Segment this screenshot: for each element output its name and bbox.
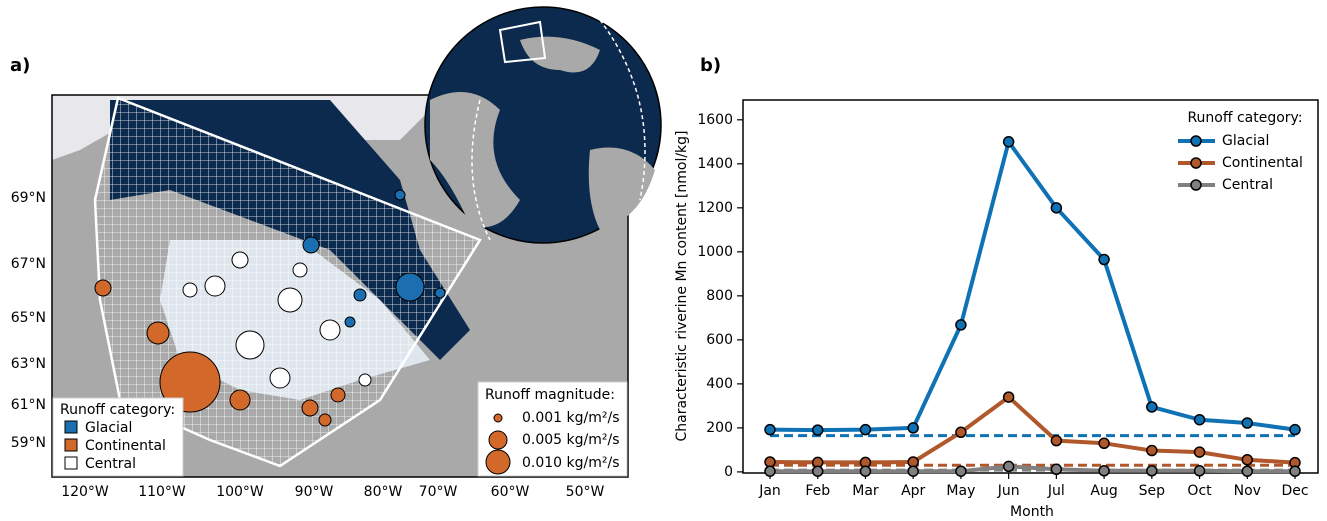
- point: [1195, 447, 1205, 457]
- x-tick-label: Mar: [852, 483, 879, 499]
- panel-label: b): [700, 55, 721, 76]
- category-legend: Runoff category: Glacial Continental Cen…: [53, 398, 183, 476]
- point: [1242, 455, 1252, 465]
- y-tick-label: 400: [706, 376, 733, 392]
- legend-label: Glacial: [1222, 133, 1269, 149]
- point: [1099, 438, 1109, 448]
- x-axis-label: Month: [1010, 504, 1054, 520]
- x-tick-label: Jul: [1047, 483, 1065, 499]
- globe: [425, 7, 661, 243]
- x-tick-label: May: [946, 483, 975, 499]
- y-tick-label: 1000: [697, 244, 733, 260]
- lat-label: 59°N: [11, 435, 46, 451]
- panel-label: a): [10, 55, 30, 76]
- point: [1195, 466, 1205, 476]
- lat-label: 69°N: [11, 190, 46, 206]
- y-tick-label: 600: [706, 332, 733, 348]
- point: [1051, 436, 1061, 446]
- y-tick-label: 1600: [697, 112, 733, 128]
- point: [1004, 461, 1014, 471]
- lon-label: 80°W: [364, 484, 403, 500]
- y-axis-label: Characteristic riverine Mn content [nmol…: [674, 130, 690, 441]
- series-line: [770, 142, 1295, 430]
- x-tick-label: Feb: [805, 483, 830, 499]
- legend-marker: [1191, 136, 1201, 146]
- lon-label: 100°W: [216, 484, 264, 500]
- point: [956, 427, 966, 437]
- x-tick-label: Jun: [997, 483, 1020, 499]
- legend-swatch: [65, 439, 77, 451]
- legend-title: Runoff category:: [1187, 110, 1302, 126]
- point: [1147, 466, 1157, 476]
- legend-label: 0.010 kg/m²/s: [522, 455, 620, 471]
- legend-marker: [1191, 180, 1201, 190]
- lon-label: 120°W: [61, 484, 109, 500]
- point: [765, 425, 775, 435]
- lon-label: 50°W: [566, 484, 605, 500]
- point: [1290, 466, 1300, 476]
- legend-label: 0.001 kg/m²/s: [522, 410, 620, 426]
- point: [1099, 255, 1109, 265]
- legend-label: Glacial: [85, 420, 132, 436]
- plot: 0 200 400 600 800 1000 1200 1400 1600 Jan Feb Mar Ap…: [697, 110, 1308, 499]
- y-tick-label: 200: [706, 420, 733, 436]
- point: [1004, 137, 1014, 147]
- y-tick-label: 800: [706, 288, 733, 304]
- legend-swatch: [65, 457, 77, 469]
- point: [908, 466, 918, 476]
- point: [1242, 418, 1252, 428]
- x-tick-label: Nov: [1234, 483, 1261, 499]
- x-tick-label: Oct: [1187, 483, 1212, 499]
- lon-labels: 120°W 110°W 100°W 90°W 80°W 70°W 60°W 50…: [61, 484, 604, 500]
- point: [860, 425, 870, 435]
- point: [1147, 402, 1157, 412]
- point: [1242, 466, 1252, 476]
- legend-title: Runoff magnitude:: [485, 387, 615, 403]
- x-tick-label: Dec: [1281, 483, 1308, 499]
- legend-bubble: [494, 414, 502, 422]
- lon-label: 110°W: [138, 484, 186, 500]
- x-tick-label: Jan: [758, 483, 781, 499]
- point: [813, 466, 823, 476]
- point: [813, 425, 823, 435]
- magnitude-legend: Runoff magnitude: 0.001 kg/m²/s 0.005 kg…: [478, 382, 627, 476]
- lat-label: 67°N: [11, 256, 46, 272]
- point: [1051, 464, 1061, 474]
- y-tick-label: 1400: [697, 156, 733, 172]
- point: [956, 466, 966, 476]
- point: [1004, 392, 1014, 402]
- lon-label: 90°W: [295, 484, 334, 500]
- legend-label: Continental: [1222, 155, 1303, 171]
- figure: a): [0, 0, 1327, 521]
- legend-marker: [1191, 158, 1201, 168]
- legend-label: 0.005 kg/m²/s: [522, 432, 620, 448]
- y-tick-label: 1200: [697, 200, 733, 216]
- legend-label: Continental: [85, 438, 166, 454]
- legend-bubble: [486, 450, 510, 474]
- point: [860, 466, 870, 476]
- lon-label: 60°W: [491, 484, 530, 500]
- legend-label: Central: [85, 456, 136, 472]
- point: [765, 466, 775, 476]
- legend-swatch: [65, 421, 77, 433]
- lat-label: 63°N: [11, 356, 46, 372]
- lon-label: 70°W: [419, 484, 458, 500]
- lat-labels: 69°N 67°N 65°N 63°N 61°N 59°N: [11, 190, 46, 451]
- point: [1290, 425, 1300, 435]
- point: [1099, 466, 1109, 476]
- lat-label: 65°N: [11, 310, 46, 326]
- legend-title: Runoff category:: [60, 402, 175, 418]
- y-tick-label: 0: [724, 464, 733, 480]
- x-tick-label: Aug: [1090, 483, 1117, 499]
- point: [956, 320, 966, 330]
- lat-label: 61°N: [11, 397, 46, 413]
- x-tick-label: Sep: [1139, 483, 1166, 499]
- point: [1051, 203, 1061, 213]
- point: [908, 423, 918, 433]
- point: [1195, 415, 1205, 425]
- legend-label: Central: [1222, 177, 1273, 193]
- legend-bubble: [489, 431, 507, 449]
- x-tick-label: Apr: [901, 483, 925, 499]
- point: [1147, 446, 1157, 456]
